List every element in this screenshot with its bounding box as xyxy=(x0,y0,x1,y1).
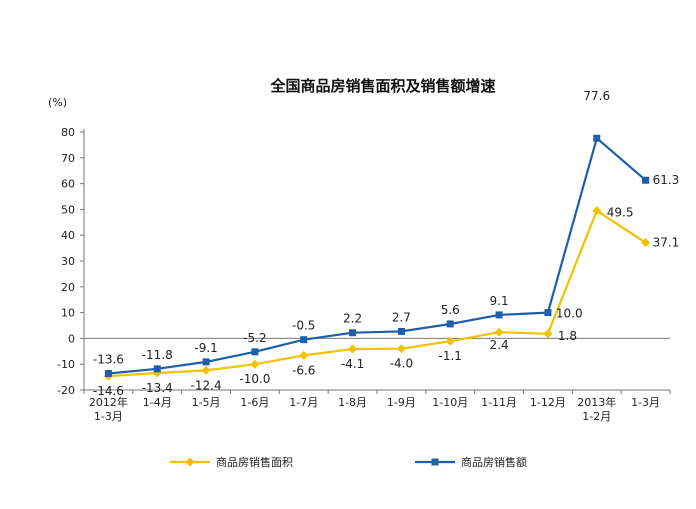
series-0-data-label: -1.1 xyxy=(439,349,462,363)
series-1-data-label: 5.6 xyxy=(441,303,460,317)
series-1-point xyxy=(104,369,112,377)
series-1-point xyxy=(593,134,601,142)
series-1-point xyxy=(251,348,259,356)
series-1-point xyxy=(153,365,161,373)
series-0-point xyxy=(445,336,455,346)
series-0-point xyxy=(494,327,504,337)
series-1-point xyxy=(300,336,308,344)
legend-label: 商品房销售面积 xyxy=(216,455,293,469)
series-1-data-label: -5.2 xyxy=(243,331,266,345)
y-tick-label: 40 xyxy=(61,229,75,242)
series-0-data-label: 2.4 xyxy=(490,338,509,352)
y-tick-label: 60 xyxy=(61,178,75,191)
legend: 商品房销售面积 商品房销售额 xyxy=(170,455,527,469)
y-tick-label: 80 xyxy=(61,126,75,139)
x-tick-label: 1-4月 xyxy=(143,396,172,409)
series-0-point xyxy=(250,359,260,369)
x-tick-label: 1-5月 xyxy=(192,396,221,409)
x-tick-label: 1-12月 xyxy=(530,396,566,409)
series-1-point xyxy=(397,327,405,335)
y-axis-ticks: 80 70 60 50 40 30 20 10 0 -10 -20 xyxy=(57,126,84,397)
series-line-0 xyxy=(108,209,647,378)
x-tick-label: 2013年 xyxy=(577,395,616,409)
series-0-point xyxy=(299,350,309,360)
series-0-data-label: -13.4 xyxy=(142,381,173,395)
x-tick-label: 1-9月 xyxy=(387,396,416,409)
x-tick-label: 1-11月 xyxy=(481,396,517,409)
series-1-data-label: -0.5 xyxy=(292,319,315,333)
series-1-data-label: 61.3 xyxy=(653,173,680,187)
series-1-point xyxy=(544,309,552,317)
series-1-point xyxy=(446,320,454,328)
x-tick-label: 1-6月 xyxy=(240,396,269,409)
legend-swatch-marker xyxy=(431,458,439,466)
series-0-point xyxy=(201,365,211,375)
y-tick-label: 20 xyxy=(61,281,75,294)
y-axis-unit-label: (%) xyxy=(48,96,67,109)
series-1-data-label: 77.6 xyxy=(583,89,610,103)
series-markers xyxy=(103,134,651,381)
y-tick-label: 10 xyxy=(61,307,75,320)
series-0-data-label: -14.6 xyxy=(93,384,124,398)
x-tick-label: 1-3月 xyxy=(631,396,660,409)
legend-swatch-marker xyxy=(185,457,195,467)
x-tick-label: 1-7月 xyxy=(289,396,318,409)
x-tick-label: 1-2月 xyxy=(582,410,611,423)
y-tick-label: 30 xyxy=(61,255,75,268)
series-1-data-label: -13.6 xyxy=(93,352,124,366)
series-1-data-label: 9.1 xyxy=(490,294,509,308)
x-tick-label: 2012年 xyxy=(89,395,128,409)
x-tick-label: 1-10月 xyxy=(432,396,468,409)
series-0-data-label: 1.8 xyxy=(558,329,577,343)
data-labels: -14.6 -13.4 -12.4 -10.0 -6.6 -4.1 -4.0 -1.1 2.4 1… xyxy=(93,89,679,398)
series-0-data-label: 49.5 xyxy=(607,206,634,220)
series-1-point xyxy=(202,358,210,366)
series-0-data-label: -4.1 xyxy=(341,357,364,371)
series-1-point xyxy=(495,311,503,319)
series-1-data-label: -11.8 xyxy=(142,348,173,362)
series-0-point xyxy=(396,344,406,354)
series-0-data-label: -12.4 xyxy=(191,378,222,392)
series-lines xyxy=(108,137,647,378)
series-0-data-label: -4.0 xyxy=(390,357,413,371)
series-1-data-label: 2.7 xyxy=(392,310,411,324)
series-0-data-label: -10.0 xyxy=(239,372,270,386)
series-1-data-label: -9.1 xyxy=(194,341,217,355)
y-tick-label: 0 xyxy=(68,332,75,345)
series-0-point xyxy=(592,206,602,216)
y-tick-label: -10 xyxy=(57,358,75,371)
y-tick-label: -20 xyxy=(57,384,75,397)
series-0-data-label: -6.6 xyxy=(292,363,315,377)
x-tick-label: 1-8月 xyxy=(338,396,367,409)
y-tick-label: 70 xyxy=(61,152,75,165)
x-tick-label: 1-3月 xyxy=(94,410,123,423)
series-1-point xyxy=(349,329,357,337)
y-tick-label: 50 xyxy=(61,203,75,216)
chart-title: 全国商品房销售面积及销售额增速 xyxy=(269,77,495,95)
series-1-point xyxy=(642,176,650,184)
series-1-data-label: 10.0 xyxy=(556,307,583,321)
series-0-point xyxy=(641,238,651,248)
series-0-point xyxy=(348,344,358,354)
series-1-data-label: 2.2 xyxy=(343,312,362,326)
series-0-point xyxy=(543,329,553,339)
series-line-1 xyxy=(108,137,647,375)
legend-label: 商品房销售额 xyxy=(461,455,527,469)
series-0-data-label: 37.1 xyxy=(653,236,680,250)
